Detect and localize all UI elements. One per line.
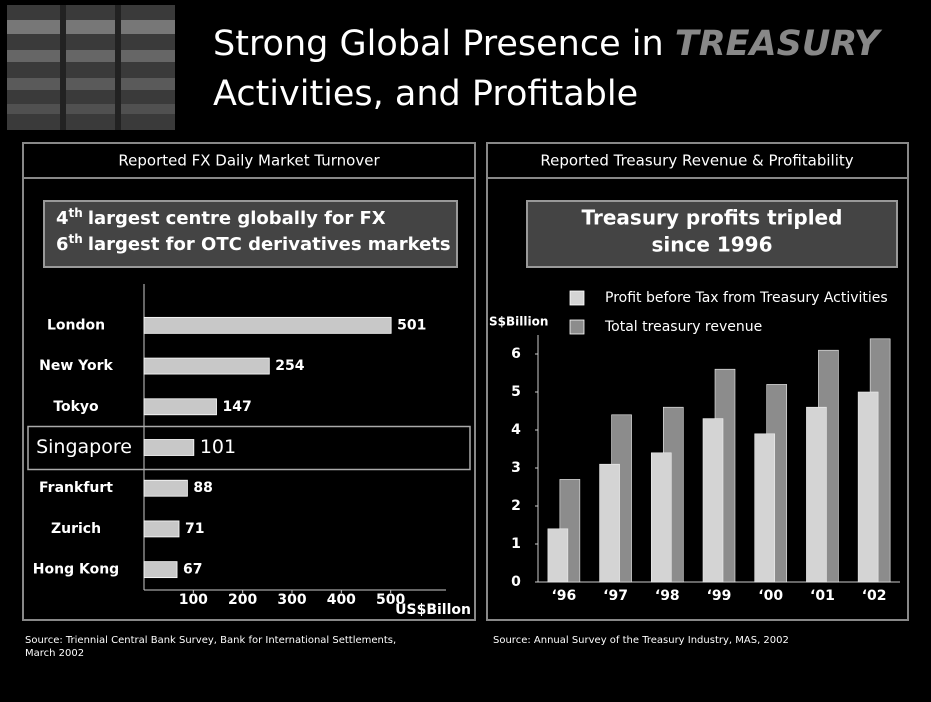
- highlight-box: [27, 425, 471, 471]
- source-text: Source: Annual Survey of the Treasury In…: [493, 635, 789, 646]
- legend-label: Total treasury revenue: [604, 319, 762, 335]
- category-label: Tokyo: [53, 399, 99, 415]
- y-tick-label: 3: [511, 460, 521, 476]
- x-tick-label: ‘02: [862, 588, 887, 604]
- panel-title: Reported Treasury Revenue & Profitabilit…: [540, 152, 853, 170]
- bar: [806, 406, 827, 583]
- category-label: Hong Kong: [33, 562, 119, 578]
- x-tick-label: 200: [228, 592, 257, 608]
- bar: [754, 433, 776, 583]
- x-tick-label: 500: [376, 592, 405, 608]
- category-label: Singapore: [36, 436, 132, 458]
- callout-sup: th: [69, 232, 83, 246]
- photo: [7, 5, 175, 130]
- slide-title: Activities, and Profitable: [213, 74, 638, 114]
- category-label: Frankfurt: [39, 480, 113, 496]
- bar: [702, 418, 724, 583]
- y-tick-label: 1: [511, 536, 521, 552]
- value-label: 254: [275, 358, 304, 374]
- bar: [650, 452, 672, 583]
- x-tick-label: 300: [277, 592, 306, 608]
- source-text: March 2002: [25, 648, 84, 659]
- x-tick-label: ‘96: [551, 588, 576, 604]
- category-label: Zurich: [51, 521, 101, 537]
- x-tick-label: ‘01: [810, 588, 835, 604]
- legend-label: Profit before Tax from Treasury Activiti…: [605, 290, 888, 306]
- source-text: Source: Triennial Central Bank Survey, B…: [25, 635, 396, 646]
- x-tick-label: ‘98: [655, 588, 680, 604]
- x-tick-label: ‘99: [707, 588, 732, 604]
- callout-num: 4: [56, 208, 69, 229]
- y-axis-label: S$Billion: [489, 315, 548, 329]
- legend-swatch: [569, 290, 585, 306]
- callout-rest: largest centre globally for FX: [88, 208, 386, 229]
- panel-title: Reported FX Daily Market Turnover: [118, 152, 380, 170]
- bar: [143, 316, 392, 334]
- bar: [143, 561, 178, 579]
- category-label: London: [47, 317, 105, 333]
- callout-box: [43, 200, 458, 268]
- bar: [143, 439, 195, 456]
- bar: [599, 463, 620, 583]
- value-label: 101: [200, 436, 236, 458]
- panel: [486, 142, 909, 621]
- value-label: 67: [183, 562, 202, 578]
- bar: [547, 528, 569, 583]
- callout-text: since 1996: [651, 233, 772, 257]
- value-label: 88: [193, 480, 212, 496]
- y-tick-label: 5: [511, 384, 521, 400]
- legend-swatch: [569, 319, 585, 335]
- callout-num: 6: [56, 234, 69, 255]
- y-tick-label: 2: [511, 498, 521, 514]
- value-label: 71: [185, 521, 204, 537]
- x-tick-label: 100: [179, 592, 208, 608]
- y-tick-label: 6: [511, 346, 521, 362]
- panel: [22, 142, 476, 621]
- bar: [143, 398, 217, 416]
- callout-text: Treasury profits tripled: [582, 206, 843, 230]
- y-tick-label: 4: [511, 422, 521, 438]
- bar: [143, 520, 180, 538]
- x-tick-label: ‘00: [758, 588, 783, 604]
- value-label: 147: [223, 399, 252, 415]
- value-label: 501: [397, 317, 426, 333]
- x-tick-label: ‘97: [603, 588, 628, 604]
- callout-sup: th: [69, 206, 83, 220]
- callout-text: 6th largest for OTC derivatives markets: [56, 232, 451, 256]
- category-label: New York: [39, 358, 113, 374]
- callout-box: [526, 200, 898, 268]
- callout-rest: largest for OTC derivatives markets: [88, 234, 451, 255]
- bar: [143, 479, 188, 497]
- slide-title: Strong Global Presence in TREASURY: [213, 24, 883, 64]
- y-tick-label: 0: [511, 574, 521, 590]
- bar: [143, 357, 270, 375]
- callout-text: 4th largest centre globally for FX: [56, 206, 386, 230]
- bar: [857, 391, 879, 583]
- x-tick-label: 400: [327, 592, 356, 608]
- x-axis-label: US$Billon: [395, 602, 471, 618]
